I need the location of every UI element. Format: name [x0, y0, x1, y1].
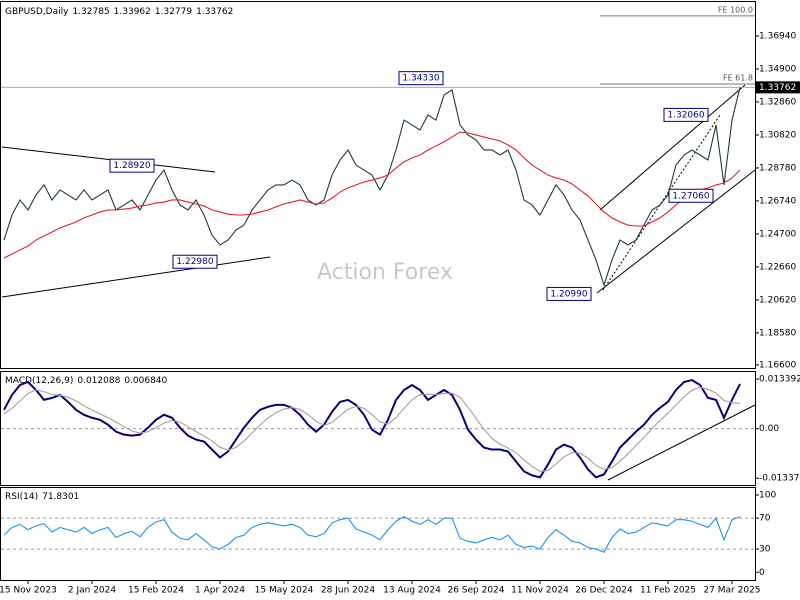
x-tick-label: 11 Nov 2024 [511, 586, 569, 596]
x-tick-label: 15 May 2024 [255, 586, 314, 596]
y-tick-label: 0 [759, 568, 765, 578]
x-tick-label: 13 Aug 2024 [383, 586, 441, 596]
y-tick-label: 1.22660 [759, 262, 796, 272]
x-tick-label: 15 Nov 2023 [0, 586, 57, 596]
price-panel [0, 1, 756, 369]
readout: 0.012088 [77, 376, 120, 386]
trendline [1, 256, 271, 298]
price-annotation: 1.22980 [176, 257, 213, 267]
y-tick-label: 1.30820 [759, 130, 796, 140]
ohlc-value: 1.33962 [114, 7, 151, 17]
rsi-header: RSI(14) 71.8301 [5, 492, 79, 502]
price-annotation-box [663, 107, 709, 122]
y-tick-label: 30 [759, 545, 771, 555]
series-line [3, 131, 741, 259]
indicator-name: RSI(14) [5, 492, 38, 502]
current-price-box [756, 81, 800, 94]
y-tick-label: 1.26740 [759, 196, 796, 206]
y-tick-label: 0.00 [759, 424, 779, 434]
x-tick-label: 27 Mar 2025 [703, 586, 760, 596]
watermark: Action Forex [317, 260, 453, 285]
price-annotation-box [546, 286, 592, 301]
y-tick-label: 1.18580 [759, 328, 796, 338]
price-annotation: 1.27060 [672, 191, 709, 201]
symbol: GBPUSD,Daily [5, 7, 69, 17]
price-annotation-box [109, 158, 155, 173]
indicator-name: MACD(12,26,9) [5, 376, 73, 386]
price-annotation-box [172, 254, 218, 269]
series-line [3, 87, 741, 287]
series-line [3, 515, 741, 553]
y-tick-label: 70 [759, 514, 771, 524]
trendline [607, 404, 756, 481]
y-tick-label: 1.36940 [759, 31, 796, 41]
ohlc-value: 1.33762 [196, 7, 233, 17]
y-tick-label: 1.32860 [759, 97, 796, 107]
price-annotation: 1.28920 [113, 161, 150, 171]
y-tick-label: 1.20620 [759, 295, 796, 305]
x-tick-label: 2 Jan 2024 [68, 586, 116, 596]
x-tick-label: 26 Sep 2024 [447, 586, 504, 596]
current-price-label: 1.33762 [759, 83, 796, 93]
price-annotation: 1.32060 [667, 110, 704, 120]
readout: 71.8301 [42, 492, 79, 502]
x-tick-label: 28 Jun 2024 [321, 586, 375, 596]
price-annotation-box [398, 71, 444, 86]
rsi-panel [0, 487, 756, 581]
y-tick-label: 1.24700 [759, 229, 796, 239]
x-tick-label: 1 Apr 2024 [195, 586, 245, 596]
price-annotation-box [668, 188, 714, 203]
fe-label: FE 61.8 [723, 73, 753, 82]
fe-label: FE 100.0 [718, 5, 753, 14]
readout: 0.006840 [124, 376, 167, 386]
series-line [3, 386, 741, 472]
price-header: GBPUSD,Daily 1.32785 1.33962 1.32779 1.33762 [5, 7, 233, 17]
price-annotation: 1.20990 [550, 289, 587, 299]
trendline [1, 146, 216, 173]
ohlc-value: 1.32779 [155, 7, 192, 17]
y-tick-label: 1.34900 [759, 64, 796, 74]
x-tick-label: 26 Dec 2024 [575, 586, 633, 596]
y-tick-label: 0.013392 [759, 375, 800, 385]
trendline [596, 169, 756, 294]
x-tick-label: 15 Feb 2024 [128, 586, 184, 596]
macd-header: MACD(12,26,9) 0.012088 0.006840 [5, 376, 168, 386]
y-tick-label: 1.16600 [759, 360, 796, 370]
y-tick-label: 100 [759, 490, 776, 500]
price-annotation: 1.34330 [402, 74, 439, 84]
y-tick-label: -0.013378 [759, 474, 800, 484]
series-line [3, 378, 741, 479]
trendline [599, 84, 746, 211]
y-tick-label: 1.28780 [759, 163, 796, 173]
ohlc-value: 1.32785 [72, 7, 109, 17]
x-tick-label: 11 Feb 2025 [640, 586, 696, 596]
